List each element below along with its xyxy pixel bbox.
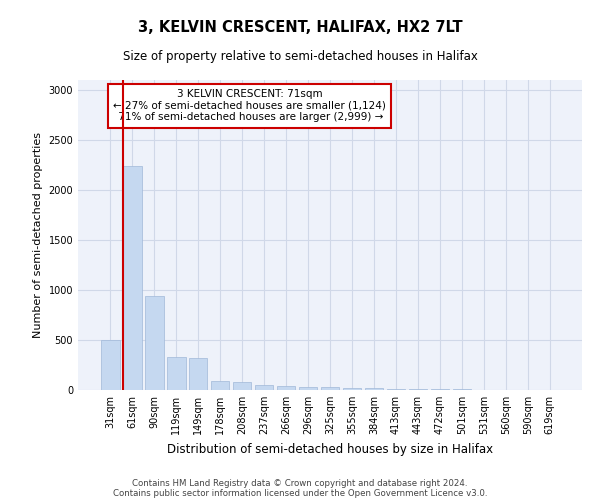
Text: 3 KELVIN CRESCENT: 71sqm
← 27% of semi-detached houses are smaller (1,124)
 71% : 3 KELVIN CRESCENT: 71sqm ← 27% of semi-d… (113, 90, 386, 122)
Bar (431, 389, 449, 390)
Bar (211, 381, 229, 390)
Bar (343, 388, 361, 390)
Bar (233, 382, 251, 390)
Bar (101, 340, 119, 390)
Bar (189, 358, 208, 390)
Bar (386, 388, 405, 390)
Bar (299, 386, 317, 390)
Bar (365, 388, 383, 390)
Bar (145, 296, 164, 390)
Text: Size of property relative to semi-detached houses in Halifax: Size of property relative to semi-detach… (122, 50, 478, 63)
Bar (277, 386, 295, 390)
Bar (320, 387, 340, 390)
Text: 3, KELVIN CRESCENT, HALIFAX, HX2 7LT: 3, KELVIN CRESCENT, HALIFAX, HX2 7LT (137, 20, 463, 35)
Bar (255, 384, 274, 390)
Text: Contains public sector information licensed under the Open Government Licence v3: Contains public sector information licen… (113, 488, 487, 498)
Bar (123, 166, 142, 390)
Bar (167, 357, 185, 390)
Bar (409, 389, 427, 390)
X-axis label: Distribution of semi-detached houses by size in Halifax: Distribution of semi-detached houses by … (167, 442, 493, 456)
Text: Contains HM Land Registry data © Crown copyright and database right 2024.: Contains HM Land Registry data © Crown c… (132, 478, 468, 488)
Y-axis label: Number of semi-detached properties: Number of semi-detached properties (33, 132, 43, 338)
